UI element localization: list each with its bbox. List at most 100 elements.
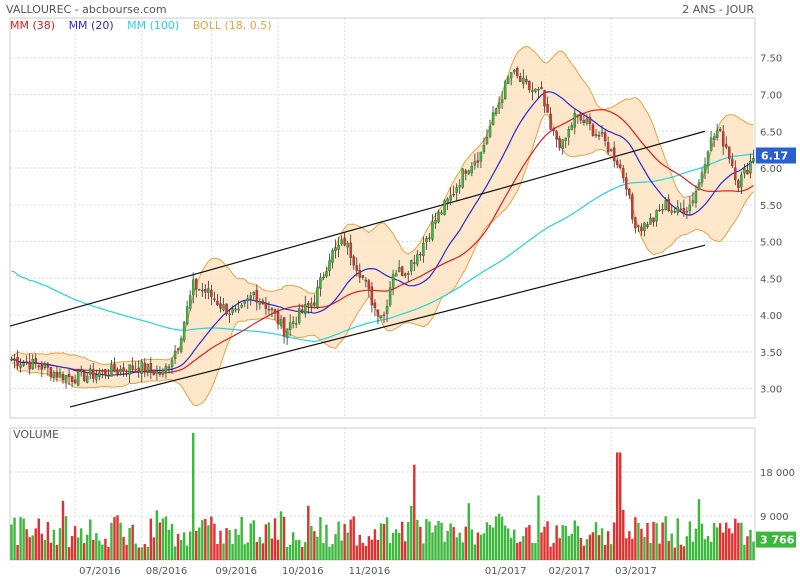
candle-body — [552, 127, 555, 131]
candle-body — [279, 319, 283, 326]
volume-bar — [19, 517, 22, 560]
candle-body — [646, 224, 649, 227]
volume-bar — [313, 531, 316, 560]
candle-body — [285, 328, 289, 339]
candle-body — [95, 374, 98, 380]
volume-bar — [582, 545, 586, 560]
volume-bar — [676, 518, 679, 560]
candle-body — [419, 253, 422, 256]
candle-body — [322, 276, 325, 279]
candle-body — [361, 275, 365, 278]
volume-bar — [503, 525, 507, 560]
volume-bar — [22, 518, 25, 560]
volume-bar — [737, 522, 740, 560]
volume-bar — [79, 528, 83, 560]
candle-body — [434, 219, 437, 224]
volume-bar — [13, 517, 16, 560]
volume-bar — [110, 522, 113, 560]
volume-bar — [367, 536, 371, 560]
volume-bar — [400, 521, 404, 560]
candle-body — [234, 308, 237, 311]
volume-bar — [670, 533, 673, 560]
volume-bar — [243, 544, 246, 560]
price-tick-label: 3.00 — [760, 385, 782, 396]
candle-body — [113, 363, 116, 372]
volume-bar — [270, 538, 274, 560]
volume-bar — [603, 545, 607, 560]
volume-bar — [437, 520, 440, 560]
candle-body — [467, 170, 471, 174]
candle-body — [652, 217, 655, 223]
candle-body — [452, 193, 455, 196]
candle-body — [98, 372, 101, 377]
volume-bar — [346, 532, 349, 560]
candle-body — [437, 211, 440, 223]
volume-tick-label: 18 000 — [760, 468, 795, 479]
volume-bar — [234, 528, 237, 560]
volume-bar — [706, 535, 710, 560]
volume-bar — [134, 543, 137, 560]
candle-body — [573, 113, 577, 128]
candle-body — [358, 270, 361, 278]
candle-body — [49, 367, 53, 377]
candle-body — [13, 358, 16, 361]
volume-bar — [301, 546, 304, 560]
volume-bar — [358, 534, 361, 560]
last-price-value: 6.17 — [761, 150, 788, 163]
volume-bar — [140, 547, 143, 560]
price-tick-label: 3.50 — [760, 348, 782, 359]
volume-bar — [422, 543, 425, 560]
candle-body — [603, 132, 607, 142]
volume-bar — [585, 539, 589, 560]
volume-bar — [146, 546, 150, 560]
volume-bar — [461, 542, 464, 560]
candle-body — [752, 158, 755, 162]
candle-body — [367, 280, 371, 289]
volume-bar — [170, 523, 174, 560]
candle-body — [195, 278, 198, 290]
candle-body — [182, 321, 186, 341]
candle-body — [104, 369, 107, 376]
x-tick-label: 10/2016 — [282, 566, 324, 577]
volume-bar — [643, 536, 646, 560]
candle-body — [258, 301, 262, 305]
volume-bar — [364, 545, 368, 560]
volume-bar — [428, 521, 431, 560]
candle-body — [264, 302, 268, 309]
volume-bar — [261, 543, 265, 560]
candle-body — [670, 210, 673, 213]
candle-body — [73, 379, 77, 384]
volume-bar — [509, 537, 513, 560]
candle-body — [513, 69, 516, 73]
volume-panel-label: VOLUME — [13, 428, 60, 441]
volume-bar — [237, 534, 240, 560]
volume-bar — [700, 523, 704, 560]
volume-bar — [158, 522, 162, 560]
candle-body — [340, 239, 343, 245]
candle-body — [413, 262, 416, 264]
candle-body — [428, 237, 431, 239]
volume-bar — [404, 541, 407, 560]
volume-bar — [252, 520, 256, 560]
candle-body — [643, 222, 646, 231]
candle-body — [576, 114, 580, 116]
candle-body — [131, 365, 134, 370]
volume-bar — [161, 518, 165, 560]
volume-bar — [288, 544, 292, 560]
candle-body — [222, 304, 225, 311]
candle-body — [470, 166, 474, 174]
candle-body — [404, 273, 407, 276]
candle-body — [537, 89, 540, 91]
x-tick-label: 02/2017 — [549, 566, 591, 577]
candle-body — [40, 364, 44, 370]
candle-body — [170, 359, 174, 367]
volume-bar — [316, 536, 319, 560]
volume-bar — [298, 539, 301, 560]
candle-body — [543, 90, 546, 107]
candle-body — [352, 256, 355, 266]
candle-body — [204, 289, 207, 293]
volume-bar — [394, 529, 398, 560]
candle-body — [101, 370, 104, 372]
candle-body — [509, 72, 513, 79]
candle-body — [561, 139, 564, 149]
